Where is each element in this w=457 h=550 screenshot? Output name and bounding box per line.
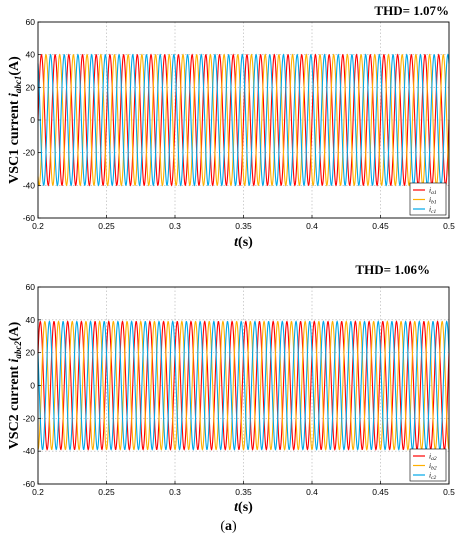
y-tick-label: -60 — [23, 213, 36, 223]
x-tick-label: 0.5 — [443, 221, 455, 231]
y-tick-label: 0 — [30, 381, 35, 391]
y-tick-label: -20 — [23, 413, 36, 423]
y-axis-label: VSC2 current iabc2(A) — [7, 321, 23, 449]
y-tick-label: 60 — [26, 17, 36, 27]
x-axis-label: t(s) — [234, 235, 253, 250]
legend-label-ia2: ia2 — [429, 452, 437, 463]
y-tick-label: 0 — [30, 115, 35, 125]
y-tick-label: 20 — [26, 348, 36, 358]
grid — [38, 287, 449, 484]
caption-letter: a — [225, 519, 232, 534]
series-line-ib2 — [37, 320, 450, 451]
y-tick-label: -60 — [23, 479, 36, 489]
x-tick-label: 0.4 — [306, 221, 318, 231]
x-tick-label: 0.3 — [169, 487, 181, 497]
y-tick-label: -40 — [23, 180, 36, 190]
series-line-ia1 — [37, 53, 450, 187]
x-tick-label: 0.35 — [235, 487, 252, 497]
chart-panel-1: 0.2 0.25 0.3 0.35 0.4 0.45 0.5 60 40 20 0 -20 -40 -60… — [7, 3, 455, 250]
x-tick-label: 0.2 — [32, 221, 44, 231]
y-tick-label: 40 — [26, 315, 36, 325]
x-axis-label: t(s) — [234, 500, 253, 515]
legend-label-ia1: ia1 — [429, 186, 437, 197]
x-tick-label: 0.5 — [443, 487, 455, 497]
series-line-ic2 — [37, 320, 450, 451]
y-tick-label: 20 — [26, 82, 36, 92]
x-tick-label: 0.25 — [98, 221, 115, 231]
y-tick-label: -40 — [23, 446, 36, 456]
x-tick-label: 0.25 — [98, 487, 115, 497]
figure-caption: (a) — [220, 519, 237, 534]
series-line-ib1 — [37, 53, 450, 187]
thd-label: THD= 1.07% — [374, 3, 449, 18]
legend-label-ic2: ic2 — [429, 471, 437, 482]
thd-label: THD= 1.06% — [355, 262, 430, 277]
y-axis-label: VSC1 current iabc1(A) — [7, 56, 23, 184]
series-line-ic1 — [37, 53, 450, 187]
y-tick-label: 60 — [26, 282, 36, 292]
chart-panel-2: 0.2 0.25 0.3 0.35 0.4 0.45 0.5 60 40 20 0 -20 -40 -60… — [7, 262, 455, 515]
x-tick-label: 0.4 — [306, 487, 318, 497]
x-tick-label: 0.45 — [372, 221, 389, 231]
x-tick-label: 0.45 — [372, 487, 389, 497]
x-tick-label: 0.35 — [235, 221, 252, 231]
y-tick-label: -20 — [23, 148, 36, 158]
legend-label-ib1: ib1 — [429, 195, 437, 206]
legend-label-ib2: ib2 — [429, 461, 437, 472]
x-tick-label: 0.2 — [32, 487, 44, 497]
y-tick-label: 40 — [26, 50, 36, 60]
x-tick-label: 0.3 — [169, 221, 181, 231]
legend-label-ic1: ic1 — [429, 205, 437, 216]
